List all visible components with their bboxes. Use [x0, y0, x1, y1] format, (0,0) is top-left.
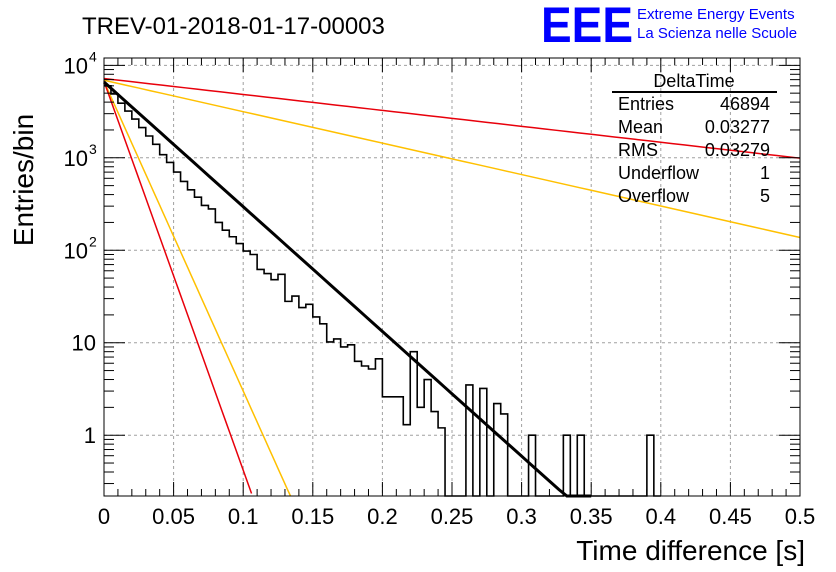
x-tick-label: 0.45	[709, 504, 752, 529]
logo-line-2: La Scienza nelle Scuole	[637, 25, 797, 42]
stats-value: 5	[760, 186, 770, 206]
stats-value: 46894	[720, 94, 770, 114]
fit-line-group	[102, 80, 592, 498]
model-line-3	[103, 81, 292, 497]
model-line-4	[103, 81, 253, 494]
stats-value: 0.03277	[705, 117, 770, 137]
y-tick-label: 10	[64, 53, 88, 78]
y-tick-label: 10	[72, 331, 96, 356]
y-tick-exponent: 2	[89, 233, 97, 249]
y-tick-label: 10	[64, 146, 88, 171]
x-tick-label: 0.1	[228, 504, 259, 529]
y-tick-exponent: 4	[89, 48, 97, 64]
logo-mark: EEE	[541, 0, 633, 53]
stats-box: DeltaTime Entries 46894 Mean 0.03277 RMS 0.03…	[612, 71, 777, 206]
x-tick-label: 0.15	[291, 504, 334, 529]
stats-label: Mean	[618, 117, 663, 137]
model-lines	[103, 77, 801, 497]
x-tick-label: 0.3	[506, 504, 537, 529]
stats-label: Overflow	[618, 186, 690, 206]
x-tick-label: 0.05	[152, 504, 195, 529]
x-tick-labels: 0 0.05 0.1 0.15 0.2 0.25 0.3 0.35 0.4 0.45 0.5	[98, 504, 815, 529]
stats-label: Underflow	[618, 163, 700, 183]
logo-line-1: Extreme Energy Events	[637, 6, 795, 23]
y-tick-label: 10	[64, 238, 88, 263]
x-tick-label: 0.4	[646, 504, 677, 529]
stats-label: RMS	[618, 140, 658, 160]
stats-title: DeltaTime	[653, 71, 734, 91]
y-tick-exponent: 3	[89, 141, 97, 157]
stats-label: Entries	[618, 94, 674, 114]
fit-line	[102, 80, 592, 498]
stats-rows: Entries 46894 Mean 0.03277 RMS 0.03279Underfl…	[618, 94, 770, 206]
y-axis-label: Entries/bin	[8, 114, 39, 246]
x-tick-label: 0.5	[785, 504, 816, 529]
x-tick-label: 0.35	[570, 504, 613, 529]
axis-ticks	[103, 58, 801, 496]
y-tick-label: 1	[84, 423, 96, 448]
x-axis-label: Time difference [s]	[576, 535, 805, 566]
model-line-2	[103, 79, 801, 239]
stats-value: 0.03279	[705, 140, 770, 160]
grid	[104, 58, 800, 496]
eee-logo: EEE Extreme Energy Events La Scienza nel…	[541, 0, 797, 53]
x-tick-label: 0	[98, 504, 110, 529]
model-line-1	[103, 77, 801, 159]
x-tick-label: 0.25	[431, 504, 474, 529]
chart-title: TREV-01-2018-01-17-00003	[82, 13, 385, 40]
x-tick-label: 0.2	[367, 504, 398, 529]
stats-value: 1	[760, 163, 770, 183]
